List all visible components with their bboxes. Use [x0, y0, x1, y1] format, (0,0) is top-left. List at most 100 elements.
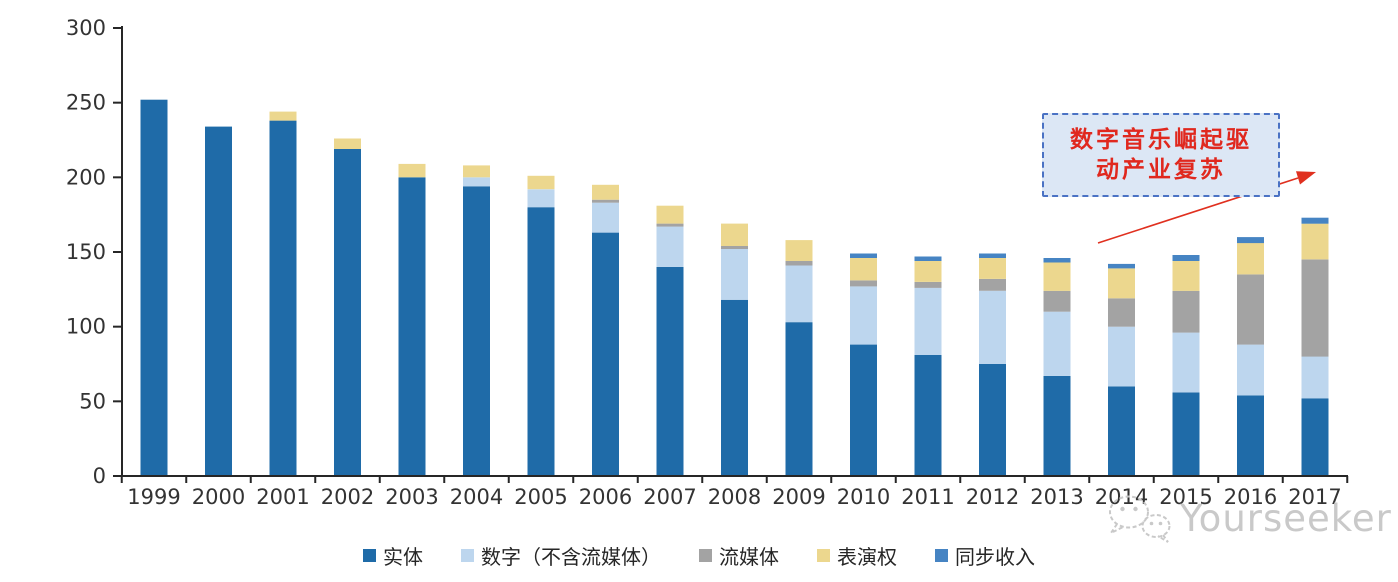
bar-segment-2002 — [334, 149, 361, 476]
bar-segment-2014 — [1108, 263, 1135, 269]
y-axis-tick-label: 50 — [79, 389, 106, 413]
bar-segment-2013 — [1043, 262, 1071, 291]
bar-segment-2005 — [527, 207, 555, 476]
legend-swatch-icon — [461, 549, 474, 562]
bar-segment-2013 — [1043, 290, 1071, 312]
legend-label: 流媒体 — [719, 545, 779, 569]
x-axis-year-label: 2013 — [1030, 485, 1083, 509]
bar-segment-2014 — [1108, 326, 1135, 387]
legend-label: 表演权 — [837, 545, 897, 569]
y-axis-tick-label: 0 — [93, 464, 106, 488]
annotation-arrow-head — [1296, 171, 1316, 185]
bar-segment-2010 — [850, 280, 877, 287]
bar-segment-2013 — [1043, 258, 1071, 263]
bar-segment-2012 — [979, 258, 1006, 279]
x-axis-year-label: 2012 — [966, 485, 1019, 509]
annotation-callout: 数字音乐崛起驱 动产业复苏 — [1042, 113, 1280, 197]
annotation-line1: 数字音乐崛起驱 — [1070, 125, 1252, 153]
legend-label: 实体 — [383, 545, 423, 569]
x-axis-year-label: 2010 — [837, 485, 890, 509]
bar-segment-2004 — [463, 177, 490, 187]
bar-segment-2003 — [398, 177, 426, 477]
x-axis-year-label: 2001 — [256, 485, 309, 509]
bar-segment-1999 — [140, 99, 168, 476]
annotation-line2: 动产业复苏 — [1096, 156, 1226, 183]
bar-segment-2015 — [1172, 392, 1200, 476]
x-axis-year-label: 1999 — [127, 485, 180, 509]
bar-segment-2015 — [1172, 332, 1200, 393]
bar-segment-2012 — [979, 253, 1006, 258]
bar-segment-2015 — [1172, 290, 1200, 333]
bar-segment-2017 — [1301, 223, 1329, 260]
bar-segment-2011 — [914, 287, 942, 355]
bar-segment-2017 — [1301, 217, 1329, 224]
bar-segment-2013 — [1043, 311, 1071, 376]
y-axis-tick-label: 200 — [66, 165, 106, 189]
bar-segment-2011 — [914, 355, 942, 476]
legend-swatch-icon — [817, 549, 830, 562]
bar-segment-2017 — [1301, 356, 1329, 399]
bar-segment-2010 — [850, 286, 877, 345]
bar-segment-2016 — [1237, 274, 1264, 345]
bar-segment-2003 — [398, 163, 426, 178]
bar-segment-2006 — [592, 202, 619, 233]
bar-segment-2011 — [914, 256, 942, 261]
bar-segment-2005 — [527, 189, 555, 208]
bar-segment-2001 — [269, 111, 297, 121]
bar-segment-2007 — [656, 223, 684, 227]
bar-segment-2010 — [850, 253, 877, 258]
legend-item-2: 流媒体 — [699, 541, 779, 570]
bar-segment-2008 — [721, 249, 748, 300]
bar-segment-2017 — [1301, 259, 1329, 357]
y-axis-tick-label: 100 — [66, 315, 106, 339]
bar-segment-2014 — [1108, 386, 1135, 476]
bar-segment-2000 — [205, 126, 232, 476]
x-axis-year-label: 2007 — [643, 485, 696, 509]
bar-segment-2012 — [979, 278, 1006, 291]
watermark-text: Yourseeker — [1180, 496, 1392, 540]
legend-swatch-icon — [363, 549, 376, 562]
x-axis-year-label: 2005 — [514, 485, 567, 509]
x-axis-year-label: 2006 — [579, 485, 632, 509]
bar-segment-2014 — [1108, 298, 1135, 327]
legend-label: 同步收入 — [955, 545, 1035, 569]
legend-label: 数字（不含流媒体） — [481, 545, 661, 569]
legend-item-4: 同步收入 — [935, 541, 1035, 570]
bar-segment-2006 — [592, 199, 619, 203]
bar-segment-2010 — [850, 344, 877, 476]
y-axis-tick-label: 150 — [66, 240, 106, 264]
legend-item-3: 表演权 — [817, 541, 897, 570]
chart-legend: 实体 数字（不含流媒体） 流媒体 表演权 同步收入 — [0, 541, 1398, 570]
bar-segment-2004 — [463, 186, 490, 477]
legend-swatch-icon — [699, 549, 712, 562]
x-axis-year-label: 2002 — [321, 485, 374, 509]
bar-segment-2005 — [527, 175, 555, 190]
x-axis-year-label: 2000 — [192, 485, 245, 509]
bar-segment-2009 — [785, 240, 813, 261]
bar-segment-2016 — [1237, 344, 1264, 396]
bar-segment-2009 — [785, 265, 813, 323]
y-axis-tick-label: 250 — [66, 91, 106, 115]
bar-segment-2008 — [721, 299, 748, 476]
bar-segment-2007 — [656, 205, 684, 224]
y-axis-tick-label: 300 — [66, 16, 106, 40]
bar-segment-2016 — [1237, 237, 1264, 244]
wechat-icon — [1108, 495, 1171, 543]
bar-segment-2017 — [1301, 398, 1329, 476]
bar-segment-2014 — [1108, 268, 1135, 299]
bar-segment-2013 — [1043, 375, 1071, 476]
bar-segment-2012 — [979, 290, 1006, 364]
bar-segment-2001 — [269, 120, 297, 476]
x-axis-year-label: 2008 — [708, 485, 761, 509]
watermark: Yourseeker — [1102, 490, 1392, 546]
bar-segment-2011 — [914, 281, 942, 288]
x-axis-year-label: 2009 — [772, 485, 825, 509]
bar-segment-2009 — [785, 322, 813, 476]
bar-segment-2015 — [1172, 261, 1200, 291]
bar-segment-2002 — [334, 138, 361, 149]
bar-segment-2016 — [1237, 243, 1264, 275]
x-axis-year-label: 2003 — [385, 485, 438, 509]
bar-segment-2007 — [656, 266, 684, 476]
